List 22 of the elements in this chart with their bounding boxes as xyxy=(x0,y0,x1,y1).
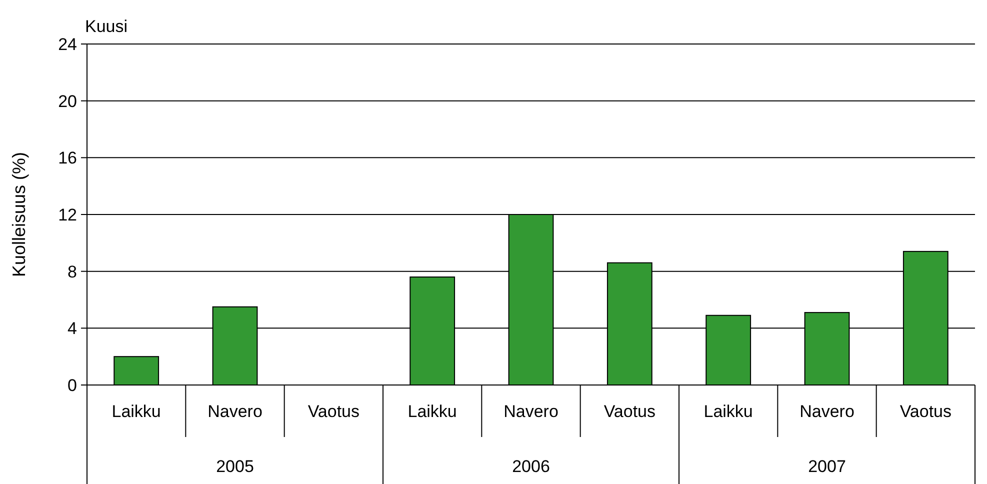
y-tick-label: 8 xyxy=(68,262,77,282)
y-tick-label: 16 xyxy=(58,148,77,168)
x-tick-label: Navero xyxy=(800,402,854,421)
bar xyxy=(114,356,160,386)
text: 2007 xyxy=(808,457,846,476)
y-tick-label: 24 xyxy=(58,34,77,54)
x-tick-label: Vaotus xyxy=(308,402,360,421)
y-tick-label: 12 xyxy=(58,205,77,224)
x-tick-label: Laikku xyxy=(704,402,753,421)
x-tick-label: Vaotus xyxy=(900,402,952,421)
x-tick-label: Laikku xyxy=(408,402,457,421)
y-tick-label: 20 xyxy=(58,92,77,111)
chart-title: Kuusi xyxy=(85,17,128,36)
y-tick-label: 4 xyxy=(68,319,77,338)
text: 2005 xyxy=(216,457,254,476)
text: 2006 xyxy=(512,457,550,476)
x-tick-label: Navero xyxy=(504,402,558,421)
x-tick-label: Navero xyxy=(208,402,262,421)
x-tick-label: Laikku xyxy=(112,402,161,421)
x-tick-label: Vaotus xyxy=(604,402,656,421)
y-tick-label: 0 xyxy=(68,376,77,395)
y-axis-title: Kuolleisuus (%) xyxy=(9,152,29,278)
